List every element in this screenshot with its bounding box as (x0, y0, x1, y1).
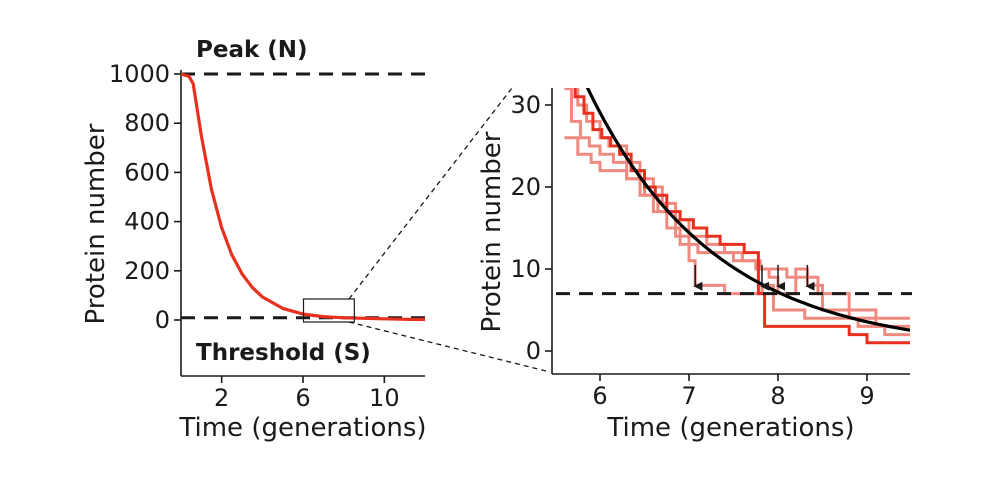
overview-y-title: Protein number (81, 123, 111, 324)
zoom-trajectory-4 (564, 136, 910, 327)
overview-chart: 1000 800 600 400 200 0 2 6 10 Peak (N) Threshol… (81, 37, 430, 443)
threshold-label: Threshold (S) (196, 340, 371, 366)
overview-series (180, 72, 426, 322)
overview-y-tick-label: 1000 (109, 60, 170, 88)
zoom-chart: 30 20 10 0 6 7 8 9 Time (generations) Protein … (477, 88, 912, 443)
zoom-trajectory-1 (573, 88, 910, 345)
overview-y-tick-label: 0 (155, 306, 170, 334)
zoom-x-tick-label: 7 (681, 382, 696, 410)
zoom-x-tick-label: 6 (592, 382, 607, 410)
zoom-x-ticks: 6 7 8 9 (592, 374, 875, 410)
overview-y-tick-label: 200 (124, 257, 170, 285)
crossing-arrows (693, 264, 815, 291)
overview-x-title: Time (generations) (178, 413, 426, 443)
zoom-connector-bottom (348, 321, 551, 373)
zoom-trajectory-2 (564, 88, 910, 337)
zoom-y-tick-label: 30 (510, 91, 541, 119)
zoom-trajectory-3 (576, 88, 910, 335)
zoom-box (302, 298, 355, 323)
overview-y-tick-label: 800 (124, 109, 170, 137)
overview-x-tick-label: 2 (214, 384, 229, 412)
overview-x-ticks: 2 6 10 (214, 376, 400, 412)
zoom-y-tick-label: 10 (510, 255, 541, 283)
zoom-x-tick-label: 8 (770, 382, 785, 410)
peak-label: Peak (N) (196, 37, 308, 63)
overview-x-tick-label: 6 (295, 384, 310, 412)
zoom-x-title: Time (generations) (606, 413, 854, 443)
zoom-y-tick-label: 0 (526, 337, 541, 365)
zoom-y-tick-label: 20 (510, 173, 541, 201)
overview-y-tick-label: 400 (124, 208, 170, 236)
zoom-x-tick-label: 9 (859, 382, 874, 410)
overview-y-ticks: 1000 800 600 400 200 0 (109, 60, 181, 334)
overview-x-tick-label: 10 (369, 384, 400, 412)
zoom-y-title: Protein number (477, 131, 507, 332)
overview-y-tick-label: 600 (124, 158, 170, 186)
overview-line-mean-decay (180, 72, 426, 322)
zoom-series (564, 88, 910, 345)
zoom-y-ticks: 30 20 10 0 (510, 91, 552, 365)
zoom-exponential-fit (585, 88, 910, 332)
